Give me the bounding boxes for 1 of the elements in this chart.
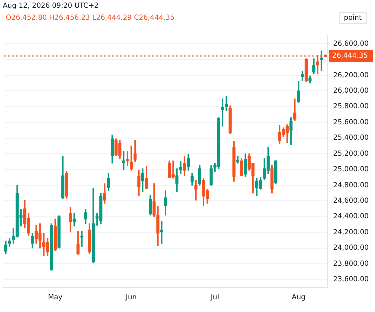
candlestick (80, 231, 84, 248)
